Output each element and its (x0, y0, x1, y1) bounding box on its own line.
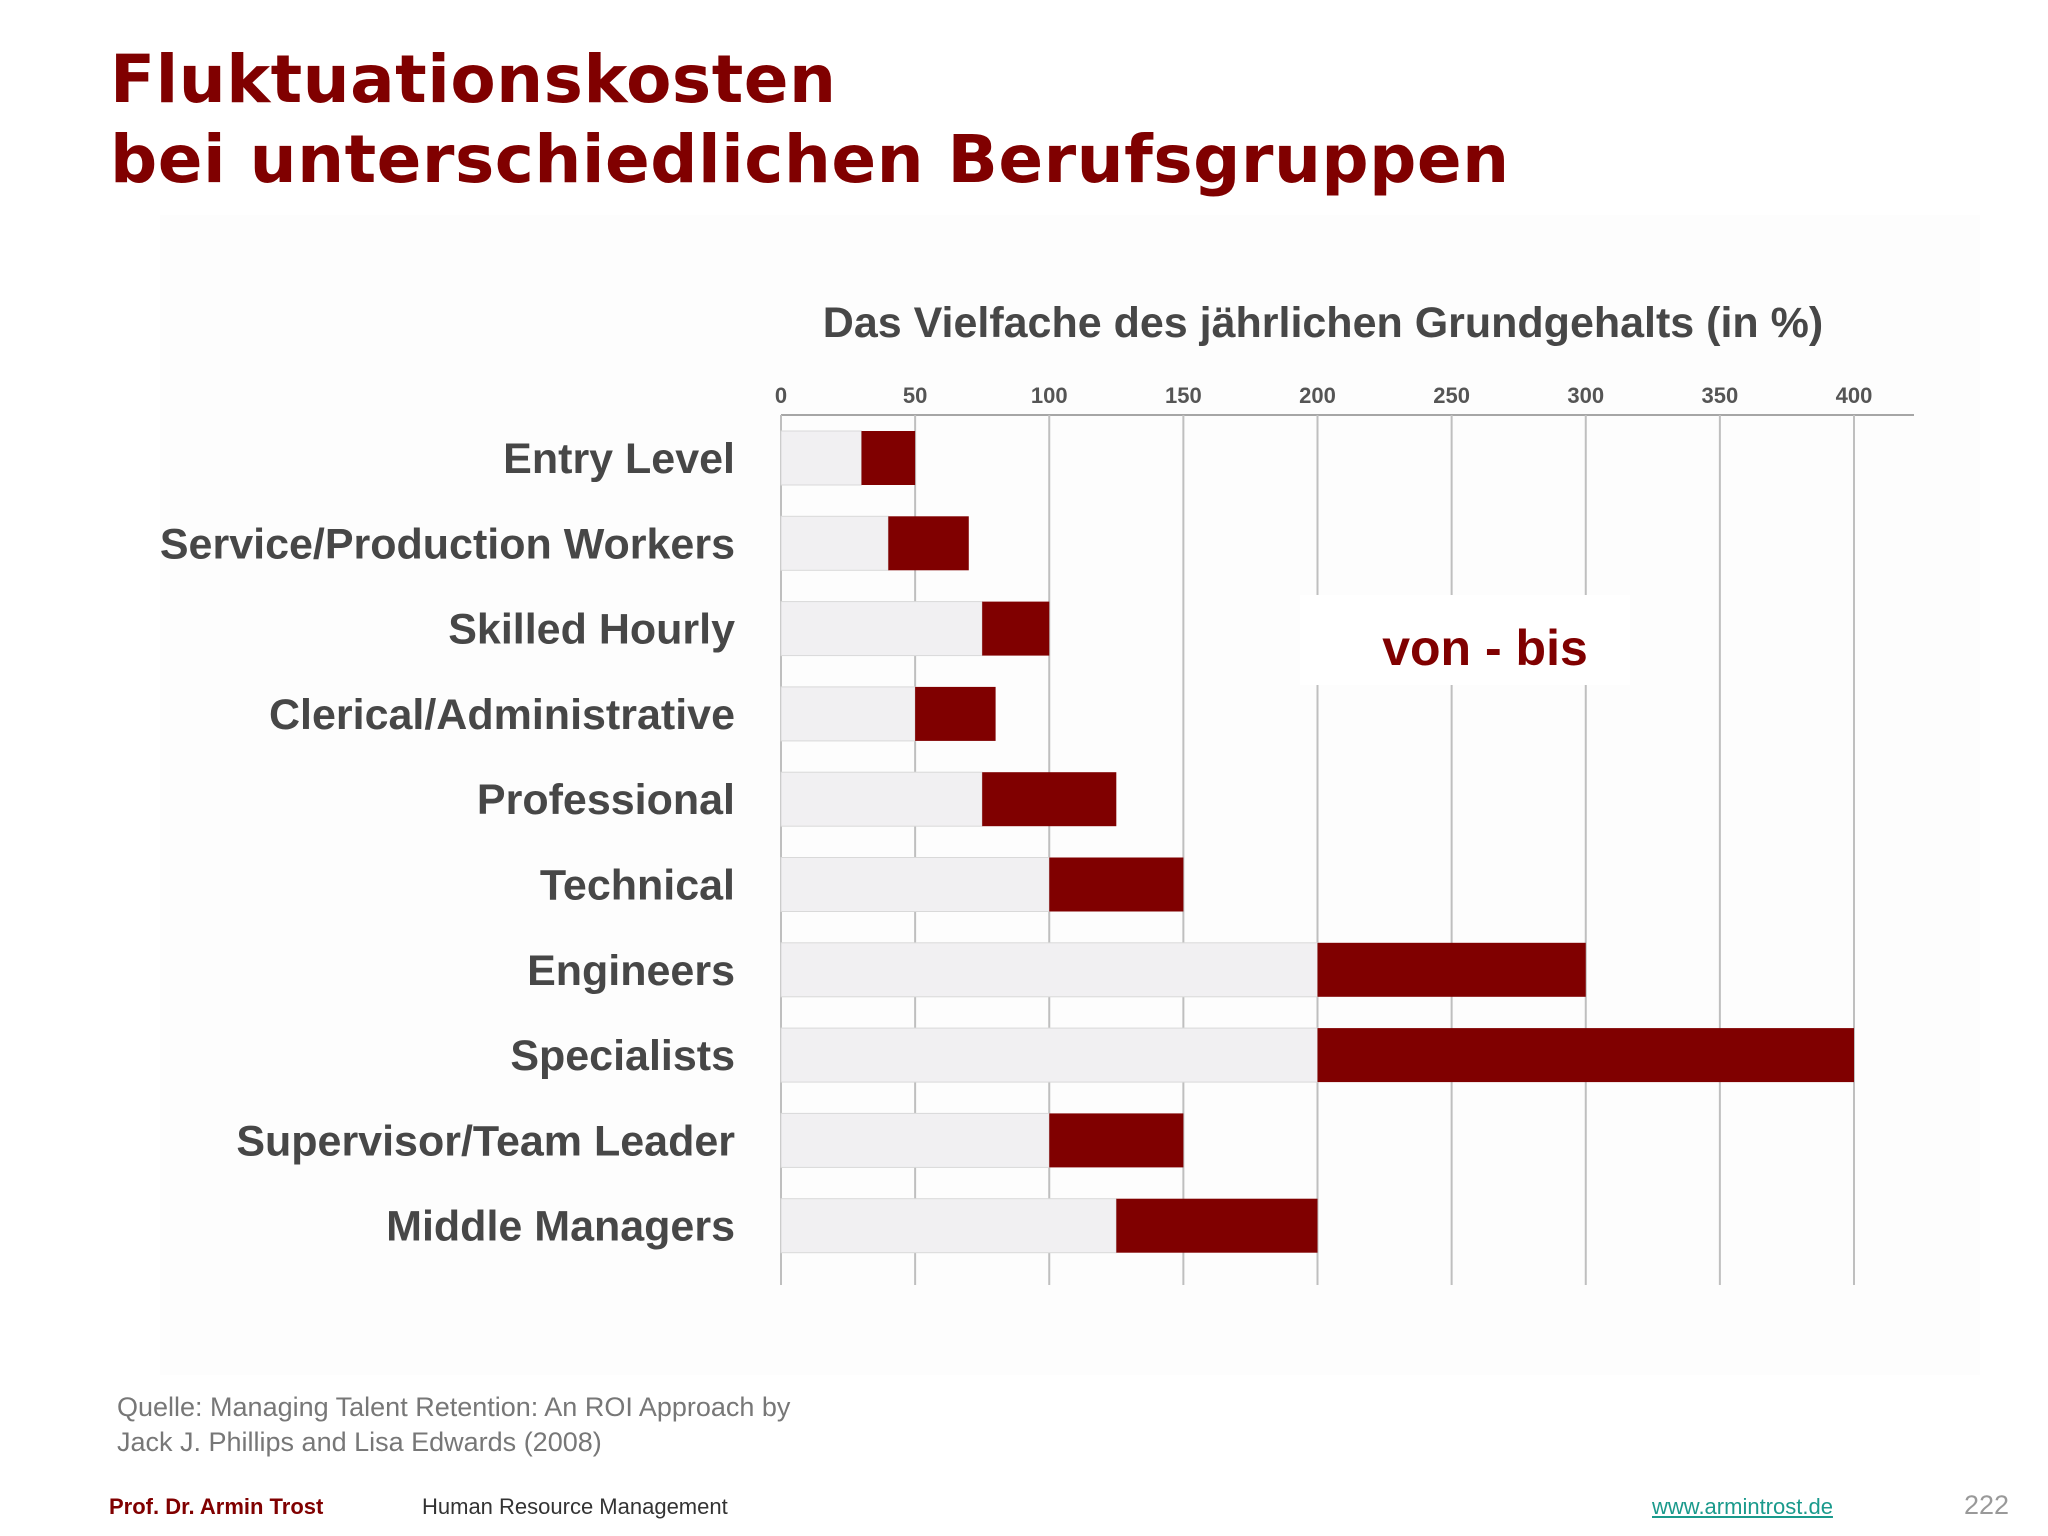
base-bar (780, 1027, 1318, 1083)
range-bar-chart: Das Vielfache des jährlichen Grundgehalt… (160, 299, 1914, 1285)
chart-panel: Das Vielfache des jährlichen Grundgehalt… (160, 215, 1980, 1375)
range-annotation: von - bis (1382, 620, 1588, 676)
title-line-2: bei unterschiedlichen Berufsgruppen (110, 121, 1510, 198)
base-bar (780, 1198, 1117, 1254)
x-tick-label: 0 (775, 383, 787, 408)
range-bar (1049, 1113, 1184, 1168)
source-line-2: Jack J. Phillips and Lisa Edwards (2008) (117, 1427, 602, 1457)
base-bar (780, 686, 916, 742)
x-tick-label: 250 (1433, 383, 1470, 408)
range-bar (1049, 857, 1184, 912)
base-bar (780, 942, 1318, 998)
page-number: 222 (1964, 1490, 2010, 1520)
chart-title: Das Vielfache des jährlichen Grundgehalt… (823, 299, 1823, 347)
category-label: Engineers (527, 947, 735, 995)
range-bar (982, 601, 1050, 656)
annotation-box (1300, 595, 1630, 685)
category-label: Technical (540, 862, 735, 910)
source-citation: Quelle: Managing Talent Retention: An RO… (117, 1390, 790, 1460)
base-bar (780, 771, 983, 827)
title-line-1: Fluktuationskosten (110, 41, 837, 118)
category-label: Entry Level (503, 435, 735, 483)
range-bar (888, 516, 969, 571)
category-label: Middle Managers (386, 1203, 735, 1251)
range-bar (915, 686, 996, 741)
x-tick-label: 150 (1165, 383, 1202, 408)
category-label: Supervisor/Team Leader (236, 1117, 735, 1165)
x-tick-label: 200 (1299, 383, 1336, 408)
category-label: Skilled Hourly (448, 606, 735, 654)
x-tick-label: 400 (1836, 383, 1873, 408)
x-tick-label: 50 (903, 383, 927, 408)
x-tick-label: 100 (1031, 383, 1068, 408)
base-bar (780, 1112, 1050, 1168)
footer-course: Human Resource Management (422, 1494, 728, 1519)
base-bar (780, 430, 862, 486)
range-bar (1317, 1028, 1854, 1083)
range-bar (1116, 1198, 1318, 1253)
x-tick-label: 350 (1702, 383, 1739, 408)
range-bar (861, 431, 916, 485)
base-bar (780, 515, 889, 571)
bars-layer (780, 430, 1854, 1254)
labels-layer: 0 50 100 150 200 250 300 350 400 Entry Level Servi… (160, 383, 1872, 1251)
range-bar (982, 772, 1117, 827)
footer-author: Prof. Dr. Armin Trost (109, 1494, 324, 1519)
footer-website-link[interactable]: www.armintrost.de (1652, 1494, 1833, 1519)
category-label: Clerical/Administrative (269, 691, 735, 739)
range-bar (1317, 942, 1586, 997)
source-line-1: Quelle: Managing Talent Retention: An RO… (117, 1392, 791, 1422)
category-label: Service/Production Workers (160, 520, 735, 568)
category-label: Professional (477, 776, 735, 824)
base-bar (780, 857, 1050, 912)
category-label: Specialists (510, 1032, 735, 1080)
slide-title: Fluktuationskosten bei unterschiedlichen… (110, 40, 1510, 200)
base-bar (780, 601, 983, 657)
x-tick-label: 300 (1567, 383, 1604, 408)
